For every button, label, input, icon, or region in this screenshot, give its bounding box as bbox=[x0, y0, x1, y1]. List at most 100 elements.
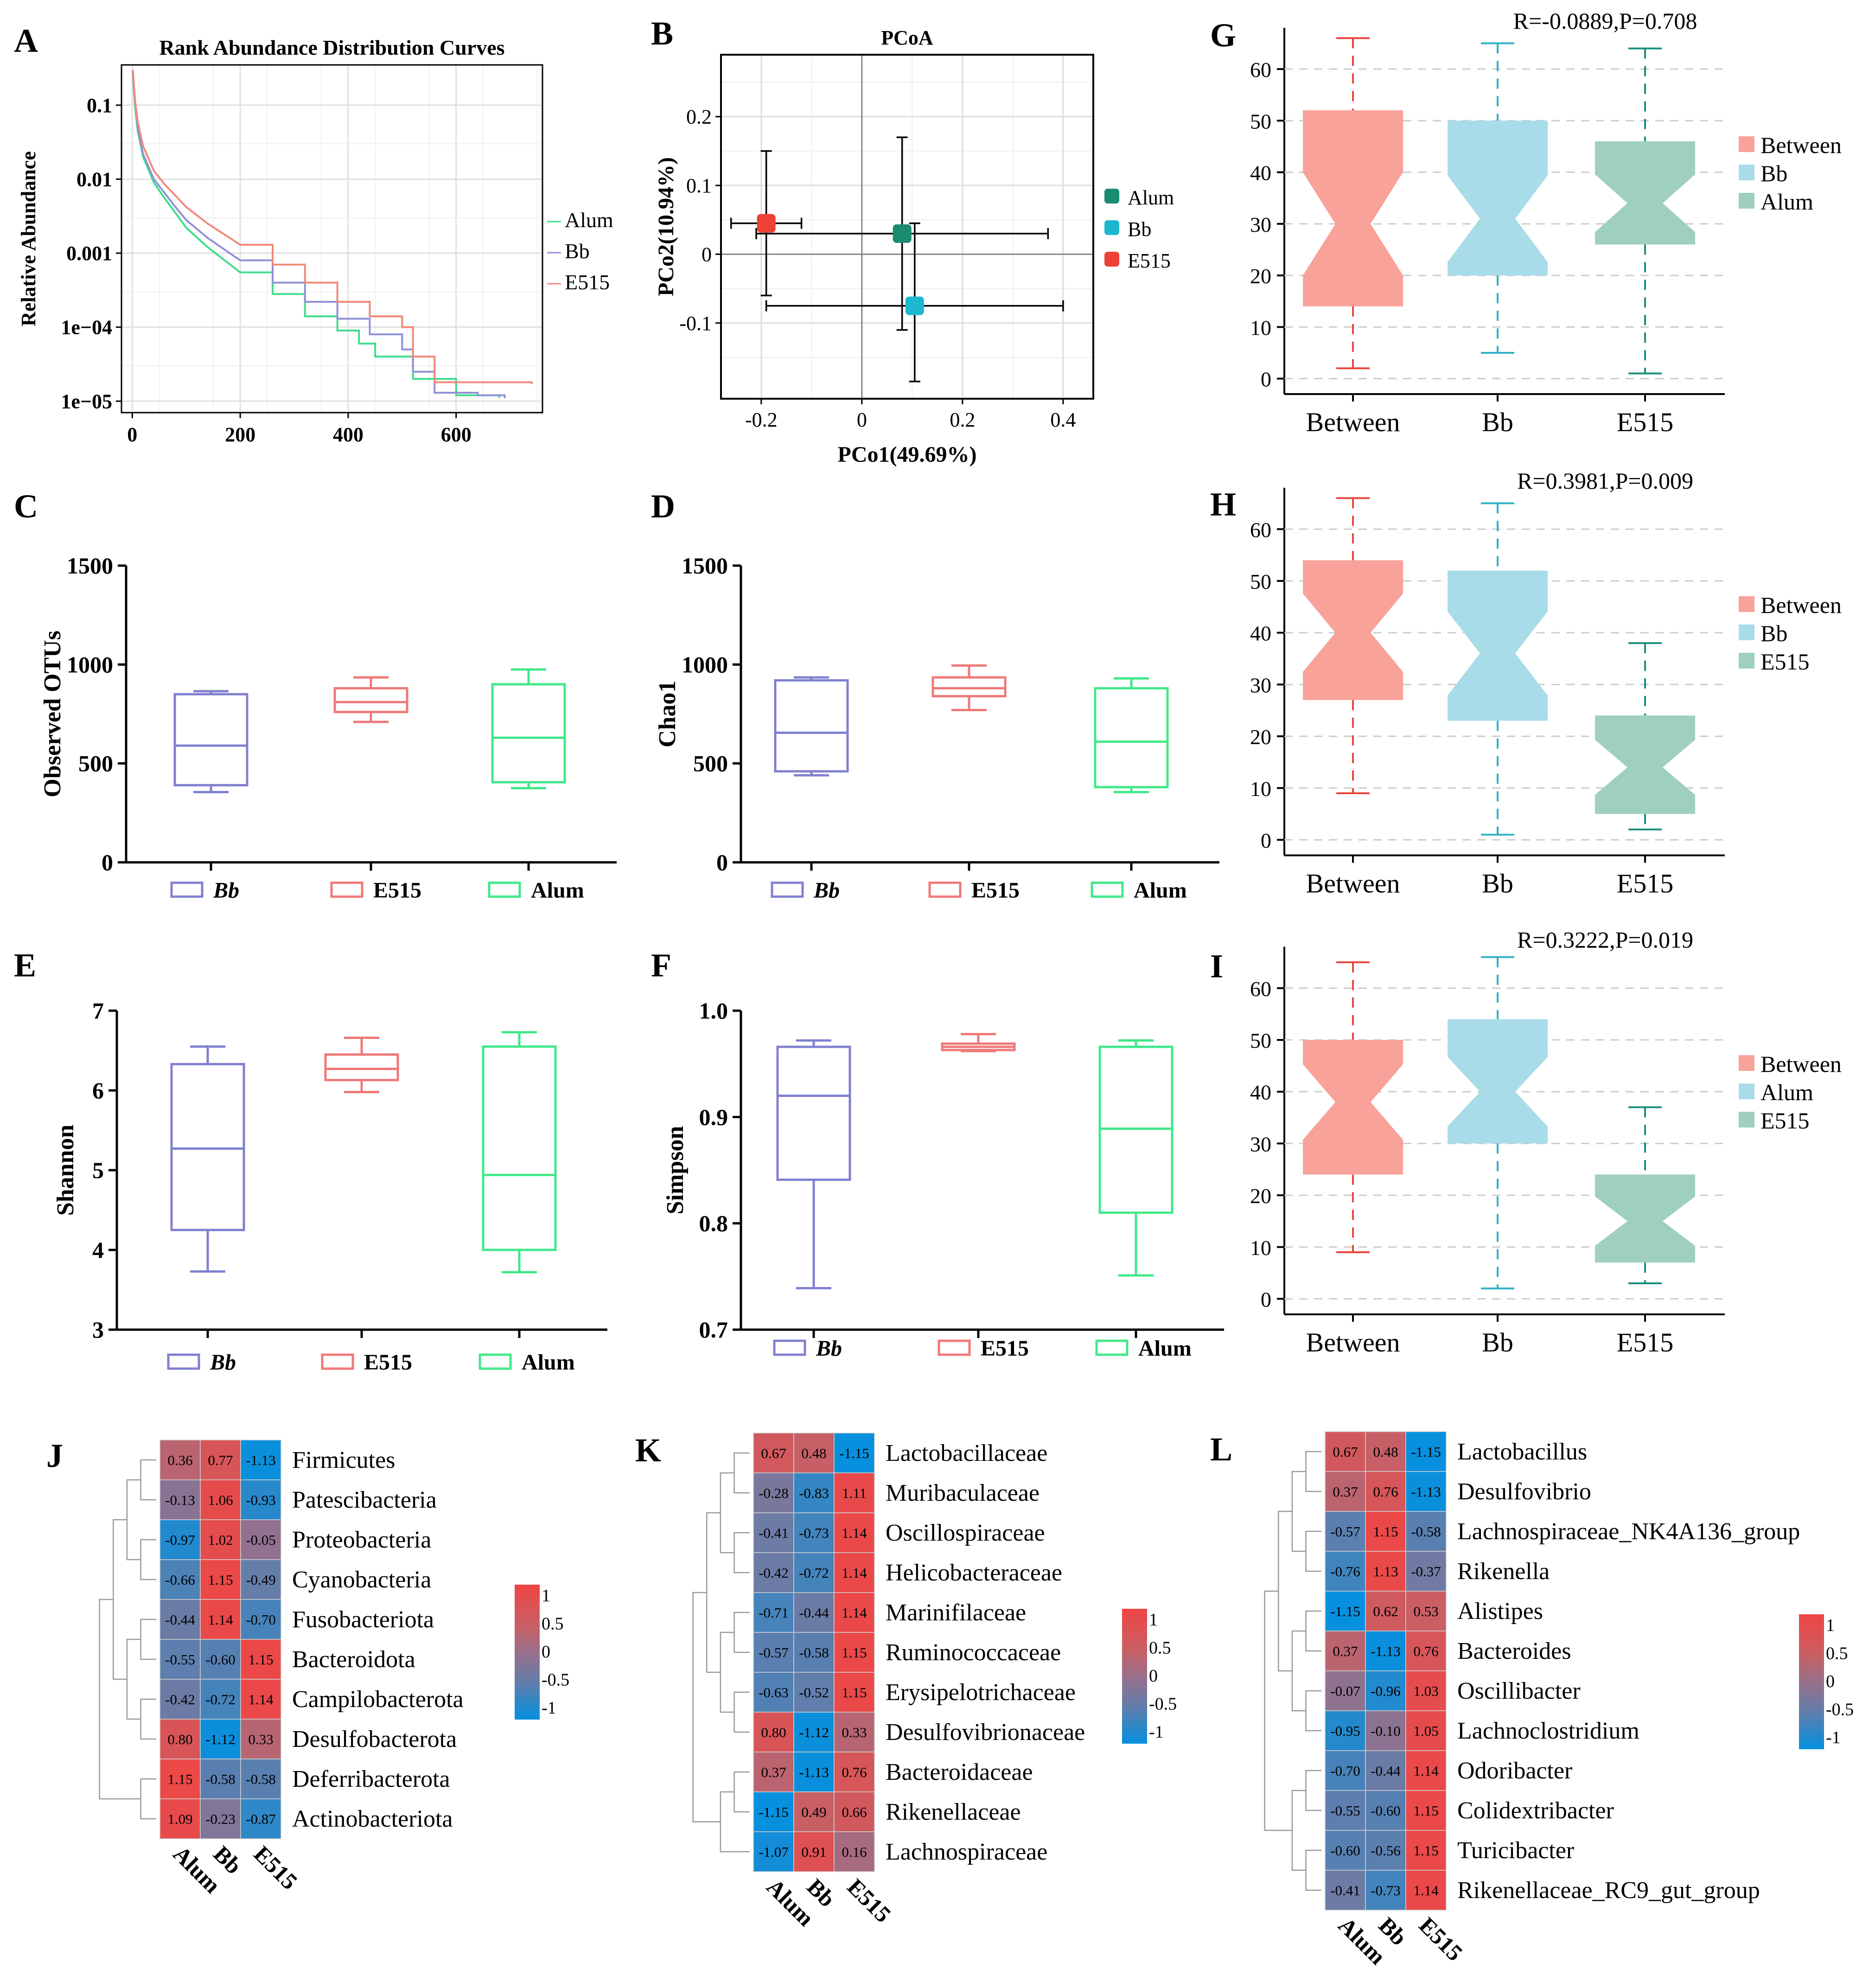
colorbar-segment bbox=[1799, 1644, 1824, 1649]
cell-value: 0.16 bbox=[842, 1844, 867, 1860]
y-tick-label: 0.01 bbox=[77, 168, 112, 191]
cell-value: 0.66 bbox=[842, 1804, 867, 1820]
colorbar-label: -0.5 bbox=[1826, 1700, 1854, 1719]
heatmap-cell bbox=[753, 1552, 794, 1593]
legend-swatch-bb bbox=[771, 881, 804, 898]
cell-value: 1.11 bbox=[842, 1485, 867, 1501]
cell-value: -0.72 bbox=[205, 1691, 236, 1708]
legend-label-alum: Alum bbox=[1134, 878, 1187, 903]
x-axis-label: PCo1(49.69%) bbox=[838, 442, 977, 467]
y-tick-label: 20 bbox=[1250, 264, 1271, 288]
heatmap-cell bbox=[834, 1433, 875, 1473]
heatmap-cell bbox=[1325, 1750, 1366, 1791]
heatmap-cell bbox=[240, 1798, 281, 1839]
cell-value: -0.42 bbox=[759, 1565, 789, 1581]
box-e515 bbox=[333, 687, 408, 714]
colorbar-label: -0.5 bbox=[542, 1670, 569, 1689]
dendrogram-link bbox=[706, 1512, 721, 1673]
dendrogram-link bbox=[1305, 1451, 1321, 1492]
colorbar-segment bbox=[1799, 1655, 1824, 1659]
legend-label-alum: Alum bbox=[531, 878, 584, 903]
colorbar-segment bbox=[1122, 1615, 1147, 1619]
y-tick-label: 0.001 bbox=[66, 242, 112, 265]
heatmap-cell bbox=[1365, 1790, 1406, 1831]
colorbar-segment bbox=[1799, 1732, 1824, 1736]
legend-swatch bbox=[1739, 624, 1754, 640]
colorbar-segment bbox=[1799, 1668, 1824, 1672]
colorbar-segment bbox=[1122, 1672, 1147, 1676]
notched-box-bb bbox=[1448, 570, 1548, 721]
row-label: Cyanobacteria bbox=[292, 1567, 431, 1593]
legend-label: E515 bbox=[1761, 649, 1810, 675]
row-label: Lachnospiraceae bbox=[886, 1839, 1047, 1865]
colorbar-segment bbox=[1799, 1682, 1824, 1686]
cell-value: -0.93 bbox=[246, 1492, 276, 1508]
legend-swatch bbox=[1739, 165, 1754, 180]
colorbar-segment bbox=[1799, 1705, 1824, 1709]
colorbar-label: 1 bbox=[1826, 1616, 1835, 1635]
box-e515 bbox=[931, 676, 1007, 698]
heatmap-cell bbox=[834, 1632, 875, 1673]
y-tick-label: 1e−04 bbox=[61, 316, 112, 339]
cell-value: 0.37 bbox=[761, 1764, 786, 1780]
row-label: Patescibacteria bbox=[292, 1487, 437, 1513]
legend-swatch-bb bbox=[170, 881, 204, 898]
y-tick-label: 30 bbox=[1250, 213, 1271, 236]
cell-value: 0.37 bbox=[1333, 1484, 1358, 1500]
legend-swatch-bb bbox=[167, 1353, 200, 1370]
legend-label-e515: E515 bbox=[1128, 249, 1171, 272]
heatmap-cell bbox=[240, 1559, 281, 1600]
colorbar-segment bbox=[1122, 1713, 1147, 1717]
colorbar-segment bbox=[515, 1706, 540, 1710]
legend-swatch bbox=[1739, 596, 1754, 612]
row-label: Colidextribacter bbox=[1457, 1797, 1614, 1824]
colorbar-segment bbox=[1122, 1696, 1147, 1700]
legend-swatch-bb bbox=[773, 1339, 806, 1356]
heatmap-cell bbox=[1325, 1431, 1366, 1472]
legend-label: Bb bbox=[1761, 160, 1787, 186]
row-label: Turicibacter bbox=[1457, 1837, 1574, 1864]
colorbar-segment bbox=[1122, 1736, 1147, 1740]
y-tick-label: 1000 bbox=[682, 651, 728, 677]
cell-value: 1.14 bbox=[842, 1525, 867, 1541]
cell-value: -1.13 bbox=[1371, 1643, 1401, 1659]
y-axis-label: Simpson bbox=[662, 1126, 689, 1215]
stat-annotation: R=-0.0889,P=0.708 bbox=[1513, 8, 1697, 34]
heatmap-cell bbox=[200, 1798, 241, 1839]
x-tick-label: Bb bbox=[1482, 407, 1513, 437]
colorbar-segment bbox=[515, 1608, 540, 1612]
colorbar-segment bbox=[1799, 1651, 1824, 1655]
y-axis-label: Shannon bbox=[52, 1125, 79, 1216]
colorbar-segment bbox=[515, 1601, 540, 1606]
cell-value: 0.33 bbox=[842, 1724, 867, 1740]
panel-j-heatmap: 0.36 0.77 -1.13 Firmicutes -0.13 1.06 -0.93 Pat… bbox=[99, 1440, 569, 1898]
colorbar-segment bbox=[1122, 1652, 1147, 1657]
cell-value: -0.97 bbox=[165, 1532, 195, 1548]
heatmap-cell bbox=[753, 1672, 794, 1713]
row-label: Desulfobacterota bbox=[292, 1726, 457, 1752]
row-label: Oscillibacter bbox=[1457, 1678, 1581, 1704]
cell-value: -0.44 bbox=[165, 1612, 195, 1628]
colorbar-segment bbox=[515, 1635, 540, 1639]
cell-value: 0.80 bbox=[167, 1731, 192, 1747]
dendrogram-link bbox=[734, 1612, 750, 1653]
cell-value: 1.15 bbox=[842, 1684, 867, 1701]
cell-value: 1.14 bbox=[1413, 1882, 1439, 1899]
cell-value: -1.15 bbox=[839, 1445, 869, 1461]
x-tick-label: Bb bbox=[1482, 1327, 1513, 1357]
cell-value: 1.02 bbox=[208, 1532, 233, 1548]
heatmap-cell bbox=[1325, 1830, 1366, 1871]
y-tick-label: 1500 bbox=[682, 553, 728, 579]
row-label: Helicobacteraceae bbox=[886, 1560, 1062, 1586]
y-axis-label: PCo2(10.94%) bbox=[654, 157, 678, 296]
colorbar-label: 1 bbox=[1149, 1610, 1158, 1630]
cell-value: -0.73 bbox=[1371, 1882, 1401, 1899]
row-label: Campilobacterota bbox=[292, 1686, 464, 1713]
heatmap-cell bbox=[793, 1632, 835, 1673]
legend-label-bb: Bb bbox=[816, 1336, 842, 1361]
colorbar-segment bbox=[515, 1628, 540, 1632]
cell-value: -0.83 bbox=[799, 1485, 829, 1501]
colorbar-segment bbox=[1122, 1720, 1147, 1724]
colorbar-segment bbox=[1799, 1678, 1824, 1682]
